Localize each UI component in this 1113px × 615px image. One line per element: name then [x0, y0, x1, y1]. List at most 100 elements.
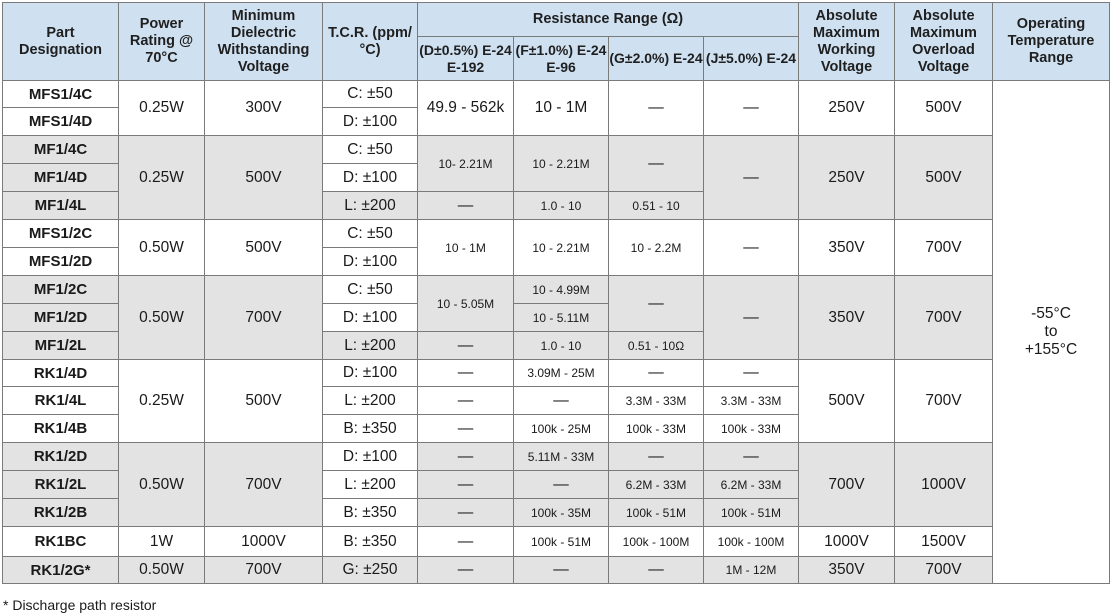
- g-range-cell: 10 - 2.2M: [608, 219, 704, 276]
- dielectric-cell: 500V: [204, 359, 323, 443]
- overload-voltage-cell: 700V: [894, 275, 993, 360]
- g-range-cell: 100k - 33M: [608, 414, 704, 443]
- part-cell: RK1/2B: [2, 498, 119, 527]
- f-range-cell: 10 - 1M: [513, 80, 609, 136]
- footnote: * Discharge path resistor: [3, 597, 157, 613]
- tcr-cell: L: ±200: [322, 470, 418, 499]
- d-range-cell: —: [417, 414, 514, 443]
- overload-voltage-cell: 700V: [894, 359, 993, 443]
- tcr-cell: D: ±100: [322, 303, 418, 332]
- header-dielectric: Minimum Dielectric Withstanding Voltage: [204, 2, 323, 81]
- dielectric-cell: 700V: [204, 442, 323, 527]
- j-range-cell: 3.3M - 33M: [703, 386, 799, 415]
- tcr-cell: L: ±200: [322, 386, 418, 415]
- f-range-cell: —: [513, 386, 609, 415]
- dielectric-cell: 300V: [204, 80, 323, 136]
- part-cell: RK1/2L: [2, 470, 119, 499]
- power-cell: 1W: [118, 526, 205, 557]
- temperature-range-cell: -55°C to +155°C: [992, 80, 1110, 584]
- part-cell: RK1/4B: [2, 414, 119, 443]
- temp-min: -55°C: [1031, 305, 1071, 322]
- tcr-cell: D: ±100: [322, 359, 418, 387]
- g-range-cell: —: [608, 359, 704, 387]
- part-cell: MF1/4L: [2, 191, 119, 220]
- j-range-cell: —: [703, 275, 799, 360]
- tcr-cell: L: ±200: [322, 191, 418, 220]
- dielectric-cell: 500V: [204, 219, 323, 276]
- dielectric-cell: 700V: [204, 556, 323, 584]
- tcr-cell: G: ±250: [322, 556, 418, 584]
- header-temp: Operating Temperature Range: [992, 2, 1110, 81]
- part-cell: RK1/4D: [2, 359, 119, 387]
- d-range-cell: 10 - 1M: [417, 219, 514, 276]
- f-range-cell: 100k - 35M: [513, 498, 609, 527]
- working-voltage-cell: 250V: [798, 80, 895, 136]
- power-cell: 0.25W: [118, 80, 205, 136]
- part-cell: RK1/2D: [2, 442, 119, 471]
- part-cell: RK1/4L: [2, 386, 119, 415]
- temp-max: +155°C: [1024, 341, 1078, 358]
- power-cell: 0.50W: [118, 556, 205, 584]
- f-range-cell: 100k - 25M: [513, 414, 609, 443]
- header-tcr: T.C.R. (ppm/°C): [322, 2, 418, 81]
- part-cell: MF1/4C: [2, 135, 119, 164]
- part-cell: RK1/2G*: [2, 556, 119, 584]
- j-range-cell: —: [703, 219, 799, 276]
- header-resistance: Resistance Range (Ω): [417, 2, 799, 37]
- dielectric-cell: 700V: [204, 275, 323, 360]
- g-range-cell: 100k - 100M: [608, 526, 704, 557]
- tcr-cell: B: ±350: [322, 414, 418, 443]
- part-cell: RK1BC: [2, 526, 119, 557]
- j-range-cell: 6.2M - 33M: [703, 470, 799, 499]
- g-range-cell: —: [608, 135, 704, 192]
- tcr-cell: B: ±350: [322, 498, 418, 527]
- header-overload: Absolute Maximum Overload Voltage: [894, 2, 993, 81]
- part-cell: MFS1/2C: [2, 219, 119, 248]
- f-range-cell: 10 - 5.11M: [513, 303, 609, 332]
- tcr-cell: C: ±50: [322, 219, 418, 248]
- overload-voltage-cell: 700V: [894, 556, 993, 584]
- part-cell: MFS1/4C: [2, 80, 119, 108]
- header-working: Absolute Maximum Working Voltage: [798, 2, 895, 81]
- dielectric-cell: 500V: [204, 135, 323, 220]
- part-cell: MFS1/2D: [2, 247, 119, 276]
- j-range-cell: —: [703, 135, 799, 220]
- f-range-cell: 100k - 51M: [513, 526, 609, 557]
- temp-to: to: [1044, 323, 1058, 340]
- overload-voltage-cell: 1500V: [894, 526, 993, 557]
- d-range-cell: 10 - 5.05M: [417, 275, 514, 332]
- j-range-cell: 100k - 33M: [703, 414, 799, 443]
- working-voltage-cell: 500V: [798, 359, 895, 443]
- d-range-cell: —: [417, 191, 514, 220]
- header-f: (F±1.0%) E-24 E-96: [513, 36, 609, 81]
- working-voltage-cell: 700V: [798, 442, 895, 527]
- f-range-cell: 10 - 2.21M: [513, 219, 609, 276]
- f-range-cell: 10 - 2.21M: [513, 135, 609, 192]
- d-range-cell: 49.9 - 562k: [417, 80, 514, 136]
- tcr-cell: C: ±50: [322, 80, 418, 108]
- g-range-cell: 6.2M - 33M: [608, 470, 704, 499]
- power-cell: 0.25W: [118, 359, 205, 443]
- d-range-cell: —: [417, 526, 514, 557]
- header-g: (G±2.0%) E-24: [608, 36, 704, 81]
- power-cell: 0.25W: [118, 135, 205, 220]
- tcr-cell: D: ±100: [322, 442, 418, 471]
- j-range-cell: —: [703, 359, 799, 387]
- part-cell: MF1/4D: [2, 163, 119, 192]
- header-part: Part Designation: [2, 2, 119, 81]
- part-cell: MF1/2D: [2, 303, 119, 332]
- tcr-cell: C: ±50: [322, 275, 418, 304]
- working-voltage-cell: 350V: [798, 275, 895, 360]
- f-range-cell: 1.0 - 10: [513, 191, 609, 220]
- tcr-cell: D: ±100: [322, 107, 418, 136]
- power-cell: 0.50W: [118, 219, 205, 276]
- g-range-cell: 0.51 - 10Ω: [608, 331, 704, 360]
- working-voltage-cell: 250V: [798, 135, 895, 220]
- header-power: Power Rating @ 70°C: [118, 2, 205, 81]
- resistor-spec-table: Part Designation Power Rating @ 70°C Min…: [2, 2, 1110, 584]
- header-j: (J±5.0%) E-24: [703, 36, 799, 81]
- g-range-cell: —: [608, 442, 704, 471]
- d-range-cell: 10- 2.21M: [417, 135, 514, 192]
- d-range-cell: —: [417, 470, 514, 499]
- working-voltage-cell: 1000V: [798, 526, 895, 557]
